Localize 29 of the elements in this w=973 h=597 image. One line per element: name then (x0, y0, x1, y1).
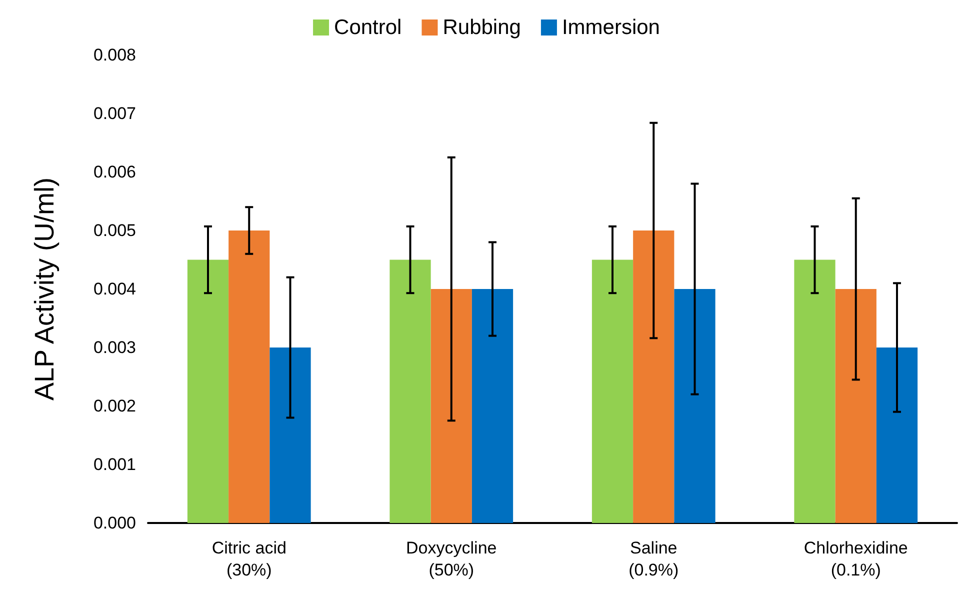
bar (633, 230, 674, 523)
y-tick-label: 0.003 (93, 338, 136, 357)
x-tick-label: Saline (0.9%) (628, 538, 679, 580)
bar (270, 348, 311, 523)
y-tick-label: 0.000 (93, 514, 136, 532)
y-tick-label: 0.002 (93, 396, 136, 416)
x-tick-label: Chlorhexidine (0.1%) (804, 538, 908, 580)
y-tick-label: 0.008 (93, 46, 136, 64)
x-tick-label: Doxycycline (50%) (406, 538, 497, 580)
bar (472, 289, 514, 523)
bar (592, 260, 634, 523)
y-axis-title: ALP Activity (U/ml) (30, 177, 60, 401)
y-tick-label: 0.007 (93, 104, 136, 123)
bar (876, 348, 918, 523)
bar (228, 230, 270, 523)
legend-label: Immersion (562, 16, 660, 39)
y-tick-label: 0.005 (93, 221, 136, 240)
bar (835, 289, 876, 523)
legend-label: Control (334, 16, 402, 39)
y-tick-label: 0.001 (93, 455, 136, 474)
bar (390, 260, 431, 523)
legend-label: Rubbing (442, 16, 521, 39)
x-tick-label: Citric acid (30%) (212, 538, 286, 580)
bar (794, 260, 836, 523)
y-tick-label: 0.004 (93, 280, 136, 298)
bar (430, 289, 472, 523)
bar (187, 260, 229, 523)
bar (674, 289, 716, 523)
y-tick-label: 0.006 (93, 162, 136, 182)
